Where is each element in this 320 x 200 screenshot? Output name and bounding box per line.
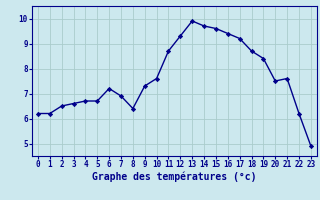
X-axis label: Graphe des températures (°c): Graphe des températures (°c) — [92, 172, 257, 182]
